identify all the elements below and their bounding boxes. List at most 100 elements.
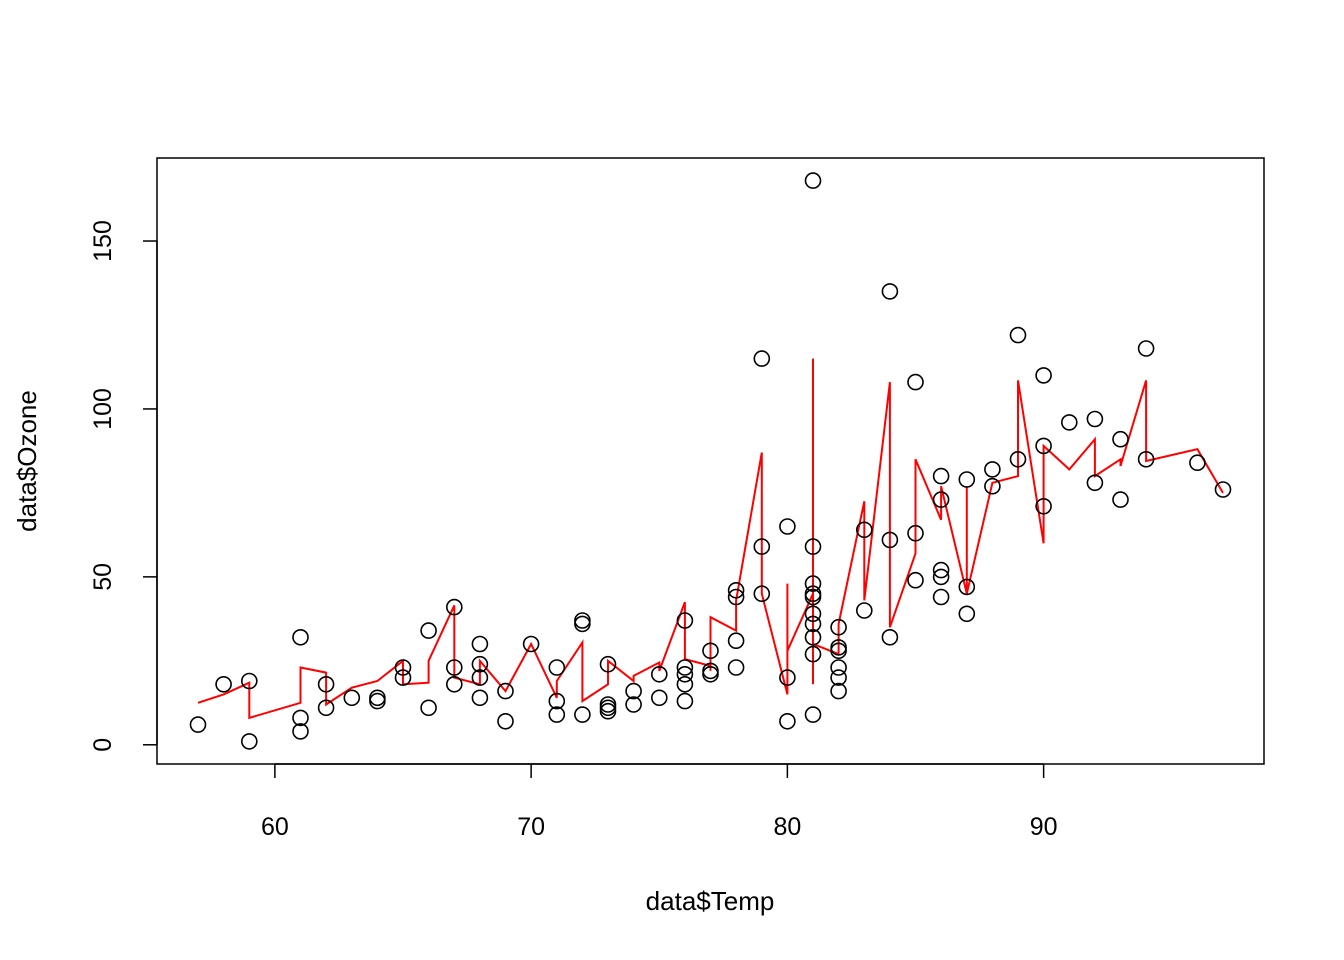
data-point [292, 709, 309, 727]
y-tick-label: 0 [89, 738, 117, 752]
data-point [1061, 414, 1078, 431]
data-point [830, 618, 847, 636]
data-point [804, 615, 822, 633]
data-point [471, 655, 489, 673]
data-point [1035, 437, 1052, 455]
data-point [804, 645, 822, 663]
data-point [420, 699, 437, 717]
data-point [932, 491, 950, 508]
data-point [292, 628, 309, 646]
data-point [779, 518, 796, 535]
data-point [599, 699, 617, 717]
data-point [804, 706, 822, 723]
data-point [932, 561, 950, 579]
data-point [1035, 367, 1052, 384]
data-point [445, 598, 463, 616]
data-point [804, 172, 822, 189]
data-point [881, 531, 899, 549]
data-point [189, 716, 207, 733]
data-point [804, 575, 822, 592]
data-point [958, 605, 976, 623]
data-point [702, 662, 719, 680]
y-axis-title: data$Ozone [12, 390, 42, 532]
data-point [753, 585, 771, 603]
data-point [420, 622, 437, 639]
data-point [830, 669, 847, 686]
y-tick-label: 50 [89, 563, 117, 591]
data-point [1112, 491, 1129, 508]
data-point [317, 675, 335, 693]
data-point [369, 692, 386, 710]
data-point [676, 665, 694, 683]
data-point [984, 477, 1001, 495]
data-point [855, 602, 873, 619]
data-point [445, 659, 463, 676]
data-point [676, 675, 694, 693]
data-point [804, 585, 822, 603]
data-point [779, 669, 796, 686]
data-point [548, 706, 566, 723]
data-point [907, 571, 924, 589]
data-point [958, 578, 976, 596]
data-point [343, 689, 361, 707]
data-point [830, 639, 847, 656]
data-point [241, 733, 258, 750]
data-point [1137, 340, 1155, 357]
plot-frame [156, 157, 1265, 765]
data-point [881, 628, 899, 646]
x-axis: 60 70 80 90 [261, 763, 1058, 841]
data-point [650, 665, 668, 683]
data-point [471, 689, 489, 707]
data-point [1009, 326, 1027, 344]
data-point [574, 706, 591, 723]
y-axis: 0 50 100 150 [89, 220, 158, 752]
data-point [804, 605, 822, 623]
data-point [625, 696, 642, 713]
data-point [958, 471, 976, 488]
data-point [727, 581, 745, 599]
data-point [1009, 450, 1027, 468]
data-point [804, 538, 822, 555]
data-point [907, 373, 924, 391]
x-tick-label: 80 [773, 813, 801, 841]
data-point [676, 659, 694, 676]
data-point [984, 461, 1001, 478]
x-tick-label: 70 [517, 813, 545, 841]
data-point [1137, 450, 1155, 468]
data-point [471, 669, 489, 686]
data-point [1035, 497, 1052, 515]
data-point [445, 675, 463, 693]
data-point [625, 682, 642, 700]
points-layer [189, 172, 1232, 750]
data-point [932, 568, 950, 586]
data-point [779, 712, 796, 730]
data-point [522, 635, 540, 653]
data-point [317, 699, 335, 717]
data-point [1189, 454, 1206, 472]
data-point [830, 682, 847, 700]
data-point [830, 659, 847, 676]
data-point [215, 675, 232, 693]
data-point [727, 588, 745, 606]
fit-line [197, 358, 1224, 720]
data-point [574, 612, 591, 629]
data-point [932, 588, 950, 606]
data-point [471, 635, 489, 653]
y-tick-label: 150 [89, 220, 117, 262]
y-tick-label: 100 [89, 388, 117, 430]
data-point [855, 521, 873, 539]
data-point [702, 642, 719, 660]
data-point [676, 612, 694, 629]
data-point [907, 524, 924, 542]
data-point [394, 659, 412, 676]
data-point [753, 350, 771, 367]
data-point [727, 659, 745, 676]
x-tick-label: 90 [1030, 813, 1058, 841]
data-point [394, 669, 412, 686]
data-point [548, 659, 566, 676]
data-point [574, 615, 591, 633]
data-point [804, 628, 822, 646]
data-point [1214, 481, 1232, 498]
data-point [369, 689, 386, 707]
